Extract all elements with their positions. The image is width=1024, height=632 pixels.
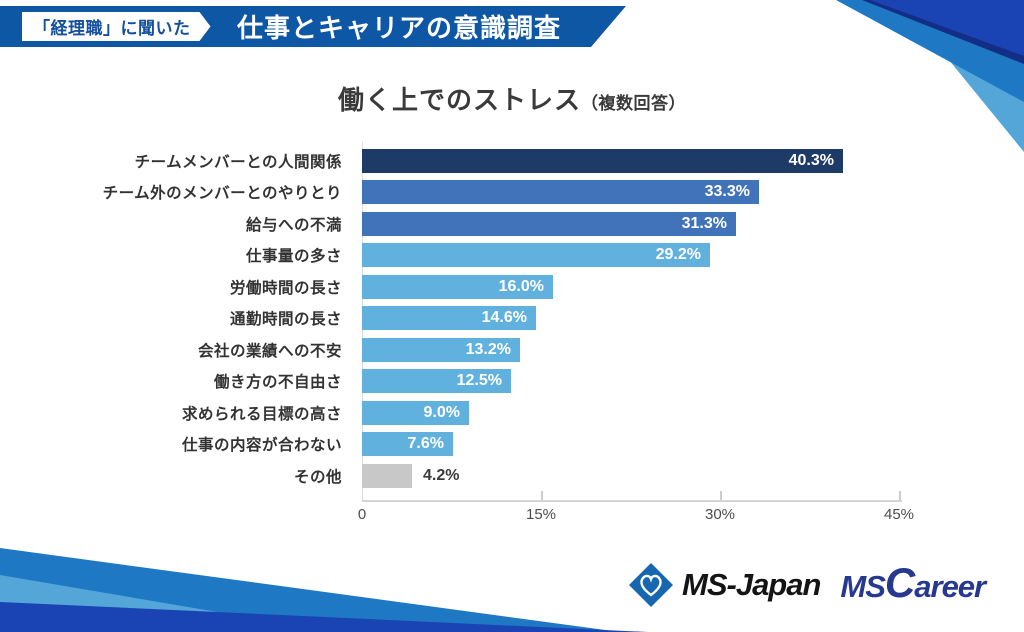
header-badge: 「経理職」に聞いた xyxy=(22,12,211,41)
header-badge-label: 「経理職」に聞いた xyxy=(33,19,191,38)
mscareer-ms: MS xyxy=(840,568,885,604)
chart-title-main: 働く上でのストレス xyxy=(337,85,581,115)
bar-value-label: 16.0% xyxy=(498,277,544,295)
bar-value-label: 13.2% xyxy=(465,340,511,358)
chart-title: 働く上でのストレス（複数回答） xyxy=(0,80,1024,117)
bar-row: 給与への不満 31.3% xyxy=(0,208,1024,240)
bar-track: 29.2% xyxy=(362,243,922,268)
bar-track: 14.6% xyxy=(362,306,922,331)
x-axis-tick-label: 45% xyxy=(883,506,915,523)
msjapan-wordmark: MS-Japan xyxy=(682,567,821,602)
bar-category-label: 仕事量の多さ xyxy=(245,248,342,266)
bar: 16.0% xyxy=(362,274,553,299)
bar-value-label: 4.2% xyxy=(423,466,460,484)
bar-category-label: 働き方の不自由さ xyxy=(213,374,342,392)
bar-row: 仕事の内容が合わない 7.6% xyxy=(0,429,1024,461)
bar-track: 12.5% xyxy=(362,369,922,394)
bar-row: 通勤時間の長さ 14.6% xyxy=(0,303,1024,335)
bar-value-label: 12.5% xyxy=(456,372,502,390)
bar-category-label: 給与への不満 xyxy=(245,216,342,234)
bar-value-label: 14.6% xyxy=(481,309,527,327)
bar-track: 7.6% xyxy=(362,432,922,457)
bar: 29.2% xyxy=(362,243,710,268)
bar-value-label: 7.6% xyxy=(407,435,444,453)
bar-row: チームメンバーとの人間関係 40.3% xyxy=(0,145,1024,177)
mscareer-rest: areer xyxy=(914,568,986,604)
bar-value-label: 33.3% xyxy=(704,183,750,201)
bar-value-label: 31.3% xyxy=(681,214,727,232)
bar: 33.3% xyxy=(362,180,759,205)
bar-row: 労働時間の長さ 16.0% xyxy=(0,271,1024,303)
x-axis-tick-label: 30% xyxy=(704,506,736,523)
msjapan-logo: MS-Japan xyxy=(628,562,821,608)
x-axis-tick-label: 15% xyxy=(525,506,557,523)
bar: 7.6% xyxy=(362,432,453,457)
bar-value-label: 40.3% xyxy=(788,151,834,169)
bar: 40.3% xyxy=(362,148,843,173)
x-axis-tick xyxy=(720,491,722,500)
bar-value-label: 29.2% xyxy=(655,246,701,264)
bar-row: 会社の業績への不安 13.2% xyxy=(0,334,1024,366)
x-axis-line xyxy=(362,500,902,502)
bar-category-label: 求められる目標の高さ xyxy=(181,405,342,423)
bar-category-label: 会社の業績への不安 xyxy=(197,342,342,360)
bar-value-label: 9.0% xyxy=(423,403,460,421)
bar-category-label: チームメンバーとの人間関係 xyxy=(134,153,342,171)
chart-title-subtitle: （複数回答） xyxy=(581,94,686,113)
x-axis-tick xyxy=(541,491,543,500)
bar-chart: チームメンバーとの人間関係 40.3% チーム外のメンバーとのやりとり 33.3% 給与… xyxy=(0,145,1024,492)
header-title: 仕事とキャリアの意識調査 xyxy=(237,13,562,43)
bar: 13.2% xyxy=(362,337,520,362)
bar-category-label: 仕事の内容が合わない xyxy=(181,437,342,455)
bar-category-label: 労働時間の長さ xyxy=(229,279,342,297)
msjapan-diamond-icon xyxy=(629,563,673,607)
header-banner: 「経理職」に聞いた 仕事とキャリアの意識調査 xyxy=(0,6,626,47)
bar-track: 4.2% xyxy=(362,463,922,488)
bar-row: その他 4.2% xyxy=(0,460,1024,492)
bar: 14.6% xyxy=(362,306,536,331)
bar-row: 仕事量の多さ 29.2% xyxy=(0,240,1024,272)
mscareer-c: C xyxy=(884,558,915,606)
bar: 12.5% xyxy=(362,369,511,394)
x-axis-tick-label: 0 xyxy=(357,506,367,523)
bar-track: 13.2% xyxy=(362,337,922,362)
x-axis-tick xyxy=(899,491,901,500)
bar-category-label: その他 xyxy=(293,468,342,486)
bar-category-label: チーム外のメンバーとのやりとり xyxy=(102,185,342,203)
bar: 31.3% xyxy=(362,211,736,236)
bar-row: 働き方の不自由さ 12.5% xyxy=(0,366,1024,398)
bar-track: 9.0% xyxy=(362,400,922,425)
bar-track: 16.0% xyxy=(362,274,922,299)
bar-track: 31.3% xyxy=(362,211,922,236)
bar-row: チーム外のメンバーとのやりとり 33.3% xyxy=(0,177,1024,209)
bar-track: 40.3% xyxy=(362,148,922,173)
bar: 9.0% xyxy=(362,400,469,425)
bar-track: 33.3% xyxy=(362,180,922,205)
bar xyxy=(362,463,412,488)
bar-category-label: 通勤時間の長さ xyxy=(229,311,342,329)
bar-row: 求められる目標の高さ 9.0% xyxy=(0,397,1024,429)
